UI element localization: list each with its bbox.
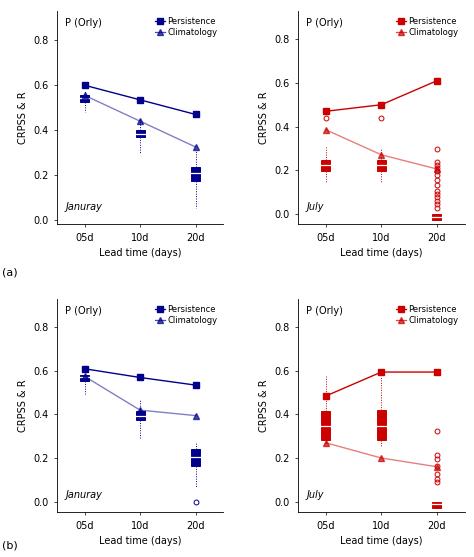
Text: P (Orly): P (Orly) <box>307 306 343 315</box>
Text: Januray: Januray <box>65 490 102 500</box>
Bar <box>377 410 386 439</box>
Bar <box>321 411 330 439</box>
X-axis label: Lead time (days): Lead time (days) <box>340 536 423 546</box>
X-axis label: Lead time (days): Lead time (days) <box>99 248 182 258</box>
Bar <box>80 95 89 102</box>
Text: July: July <box>307 202 324 212</box>
Bar <box>136 130 145 137</box>
Legend: Persistence, Climatology: Persistence, Climatology <box>394 15 460 39</box>
Legend: Persistence, Climatology: Persistence, Climatology <box>153 304 219 327</box>
Bar <box>191 449 200 466</box>
Bar <box>191 167 200 180</box>
Legend: Persistence, Climatology: Persistence, Climatology <box>394 304 460 327</box>
X-axis label: Lead time (days): Lead time (days) <box>340 248 423 258</box>
Bar <box>136 411 145 420</box>
Bar <box>80 375 89 381</box>
Bar <box>377 160 386 171</box>
Y-axis label: CRPSS & R: CRPSS & R <box>259 91 269 144</box>
Y-axis label: CRPSS & R: CRPSS & R <box>259 379 269 432</box>
Text: P (Orly): P (Orly) <box>65 306 102 315</box>
Bar <box>432 501 441 508</box>
Text: July: July <box>307 490 324 500</box>
Text: P (Orly): P (Orly) <box>65 17 102 27</box>
Text: (a): (a) <box>2 268 18 278</box>
Text: P (Orly): P (Orly) <box>307 17 343 27</box>
Text: (b): (b) <box>2 541 18 551</box>
Text: Januray: Januray <box>65 202 102 212</box>
X-axis label: Lead time (days): Lead time (days) <box>99 536 182 546</box>
Legend: Persistence, Climatology: Persistence, Climatology <box>153 15 219 39</box>
Bar <box>432 213 441 220</box>
Y-axis label: CRPSS & R: CRPSS & R <box>18 379 27 432</box>
Bar <box>321 160 330 171</box>
Y-axis label: CRPSS & R: CRPSS & R <box>18 91 27 144</box>
